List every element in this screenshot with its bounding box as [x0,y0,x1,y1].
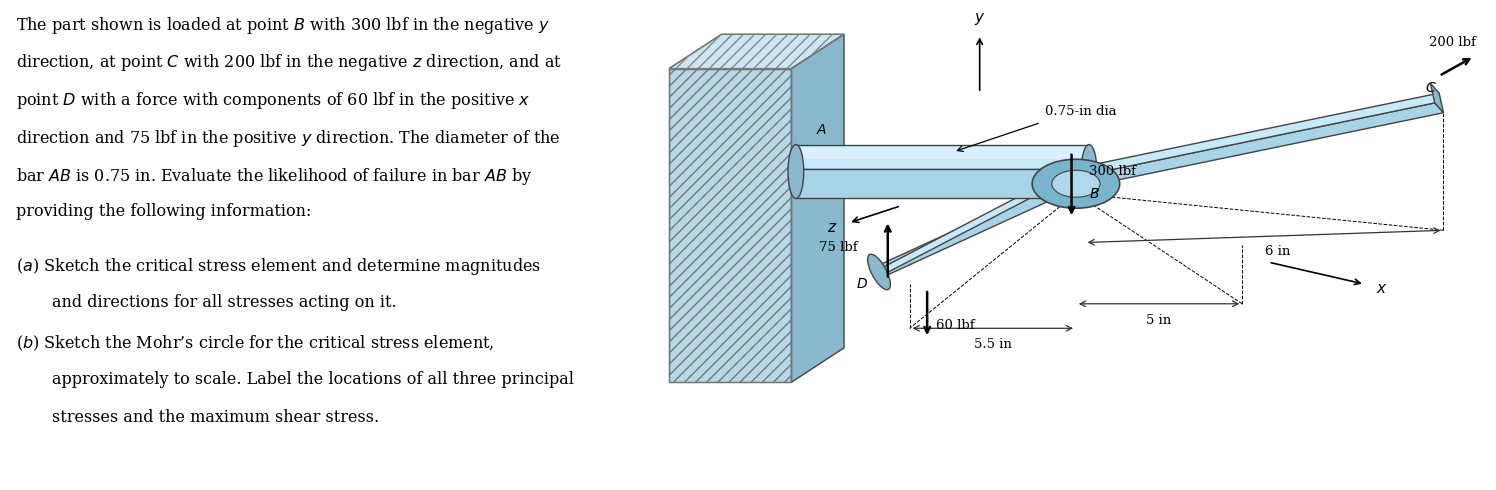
Text: 75 lbf: 75 lbf [818,241,857,254]
Polygon shape [875,179,1076,277]
Text: 0.75-in dia: 0.75-in dia [1046,104,1118,118]
Text: $C$: $C$ [1424,81,1436,95]
Text: ($a$) Sketch the critical stress element and determine magnitudes: ($a$) Sketch the critical stress element… [16,256,542,277]
Text: direction, at point $C$ with 200 lbf in the negative $z$ direction, and at: direction, at point $C$ with 200 lbf in … [16,52,562,74]
Polygon shape [796,169,1089,198]
Text: 200 lbf: 200 lbf [1429,36,1475,49]
Text: 60 lbf: 60 lbf [936,319,974,332]
Text: $A$: $A$ [817,123,827,137]
Text: $B$: $B$ [1089,187,1100,200]
Text: The part shown is loaded at point $B$ with 300 lbf in the negative $y$: The part shown is loaded at point $B$ wi… [16,15,551,36]
Text: 6 in: 6 in [1264,245,1290,258]
Ellipse shape [1032,159,1119,208]
Polygon shape [1067,93,1439,179]
Polygon shape [880,169,1071,277]
Text: providing the following information:: providing the following information: [16,203,311,220]
Text: 300 lbf: 300 lbf [1089,165,1135,178]
Text: $y$: $y$ [974,11,986,27]
Ellipse shape [868,254,890,290]
Text: $x$: $x$ [1376,282,1388,296]
Text: 5.5 in: 5.5 in [974,338,1011,351]
Text: $z$: $z$ [827,221,838,235]
Text: ($b$) Sketch the Mohr’s circle for the critical stress element,: ($b$) Sketch the Mohr’s circle for the c… [16,334,495,353]
Ellipse shape [1052,170,1100,197]
Ellipse shape [788,145,803,198]
Text: approximately to scale. Label the locations of all three principal: approximately to scale. Label the locati… [52,371,574,389]
Text: $D$: $D$ [856,277,868,291]
Text: direction and 75 lbf in the positive $y$ direction. The diameter of the: direction and 75 lbf in the positive $y$… [16,128,561,149]
Text: 5 in: 5 in [1146,314,1171,327]
Polygon shape [791,34,844,382]
Text: stresses and the maximum shear stress.: stresses and the maximum shear stress. [52,409,378,426]
Text: bar $AB$ is 0.75 in. Evaluate the likelihood of failure in bar $AB$ by: bar $AB$ is 0.75 in. Evaluate the likeli… [16,166,533,187]
Polygon shape [669,69,791,382]
Polygon shape [796,147,1089,159]
Polygon shape [796,145,1089,169]
Polygon shape [1067,103,1444,189]
Text: and directions for all stresses acting on it.: and directions for all stresses acting o… [52,294,396,311]
Polygon shape [669,34,844,69]
Ellipse shape [1082,145,1097,198]
Polygon shape [1430,83,1444,113]
Text: point $D$ with a force with components of 60 lbf in the positive $x$: point $D$ with a force with components o… [16,90,531,111]
